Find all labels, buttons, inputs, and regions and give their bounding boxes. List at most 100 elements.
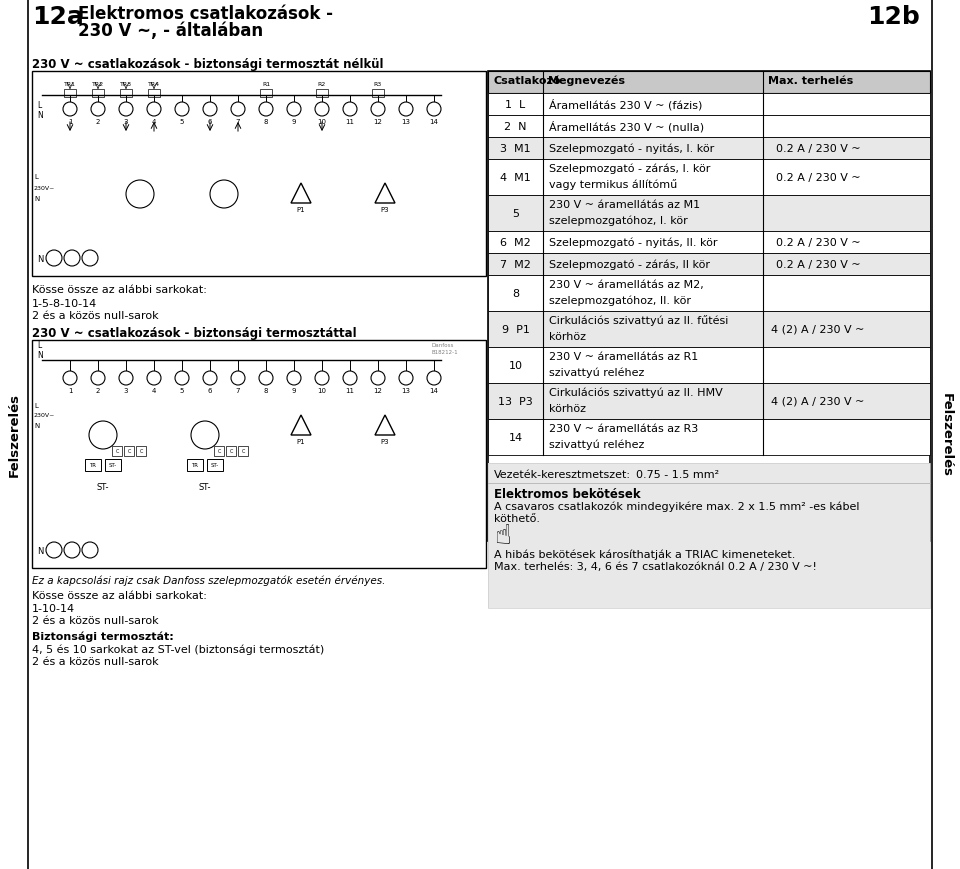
Bar [120, 90, 132, 98]
Text: Felszerelés: Felszerelés [8, 393, 20, 476]
Text: 0.2 A / 230 V ~: 0.2 A / 230 V ~ [776, 260, 860, 269]
Text: 230 V ~ áramellátás az R3: 230 V ~ áramellátás az R3 [549, 423, 698, 434]
Text: 13: 13 [401, 388, 411, 394]
Bar [488, 383, 930, 420]
Text: 230 V ~ áramellátás az M2,: 230 V ~ áramellátás az M2, [549, 280, 704, 289]
Bar [488, 196, 930, 232]
Text: 230 V ~ áramellátás az R1: 230 V ~ áramellátás az R1 [549, 352, 698, 362]
Circle shape [315, 103, 329, 116]
Text: L: L [37, 342, 41, 350]
Polygon shape [291, 183, 311, 203]
Text: 14: 14 [509, 433, 522, 442]
Text: P1: P1 [297, 439, 305, 444]
Circle shape [343, 103, 357, 116]
Text: Áramellátás 230 V ~ (fázis): Áramellátás 230 V ~ (fázis) [549, 99, 703, 110]
Bar [92, 90, 104, 98]
Text: 4  M1: 4 M1 [500, 173, 531, 182]
Text: ST-: ST- [199, 483, 211, 492]
Bar [32, 341, 486, 568]
Text: szelepmozgatóhoz, I. kör: szelepmozgatóhoz, I. kör [549, 216, 687, 226]
Text: 230 V ~, - általában: 230 V ~, - általában [78, 22, 263, 40]
Text: 7  M2: 7 M2 [500, 260, 531, 269]
Text: Cirkulációs szivattyú az II. HMV: Cirkulációs szivattyú az II. HMV [549, 388, 723, 398]
Text: C: C [217, 449, 221, 454]
Bar [112, 447, 122, 456]
Bar [488, 232, 930, 254]
Bar [488, 312, 930, 348]
Text: N: N [36, 546, 43, 555]
Text: 0.2 A / 230 V ~: 0.2 A / 230 V ~ [776, 238, 860, 248]
Text: Elektromos bekötések: Elektromos bekötések [494, 488, 640, 501]
Text: 2 és a közös null-sarok: 2 és a közös null-sarok [32, 656, 158, 667]
Bar [136, 447, 146, 456]
Text: Elektromos csatlakozások -: Elektromos csatlakozások - [78, 5, 333, 23]
Bar [0, 0, 28, 869]
Circle shape [259, 103, 273, 116]
Text: N: N [36, 255, 43, 263]
Text: 13: 13 [401, 119, 411, 125]
Text: 2: 2 [96, 388, 100, 394]
Text: Ez a kapcsolási rajz csak Danfoss szelepmozgatók esetén érvényes.: Ez a kapcsolási rajz csak Danfoss szelep… [32, 574, 385, 585]
Text: 5: 5 [180, 119, 184, 125]
Circle shape [82, 542, 98, 559]
Text: M: M [201, 427, 209, 436]
Circle shape [343, 372, 357, 386]
Text: ☝: ☝ [494, 521, 511, 549]
Text: ST-: ST- [108, 463, 117, 468]
Text: A hibás bekötések károsíthatják a TRIAC kimeneteket.: A hibás bekötések károsíthatják a TRIAC … [494, 549, 796, 560]
Text: Szelepmozgató - nyitás, I. kör: Szelepmozgató - nyitás, I. kör [549, 143, 714, 154]
Text: 1: 1 [68, 119, 72, 125]
Text: Cirkulációs szivattyú az II. fűtési: Cirkulációs szivattyú az II. fűtési [549, 315, 729, 326]
Text: 14: 14 [429, 119, 439, 125]
Text: 9: 9 [292, 388, 297, 394]
Text: R3: R3 [373, 82, 382, 87]
Text: 9: 9 [292, 119, 297, 125]
Text: 9  P1: 9 P1 [501, 325, 529, 335]
Text: 8: 8 [264, 119, 268, 125]
Circle shape [89, 421, 117, 449]
Text: 4 (2) A / 230 V ~: 4 (2) A / 230 V ~ [771, 325, 865, 335]
Text: P1: P1 [297, 207, 305, 213]
Circle shape [399, 103, 413, 116]
Text: 230V~: 230V~ [34, 413, 56, 418]
Circle shape [203, 103, 217, 116]
Circle shape [119, 103, 133, 116]
Text: 3: 3 [124, 388, 129, 394]
Bar [488, 254, 930, 275]
Text: Kösse össze az alábbi sarkokat:: Kösse össze az alábbi sarkokat: [32, 285, 206, 295]
Text: M: M [135, 186, 145, 196]
Bar [105, 460, 121, 472]
Circle shape [46, 542, 62, 559]
Text: L: L [37, 101, 41, 109]
Text: 6: 6 [207, 388, 212, 394]
Bar [488, 116, 930, 138]
Text: 11: 11 [346, 388, 354, 394]
Bar [32, 72, 486, 276]
Circle shape [126, 181, 154, 209]
Text: 2 és a közös null-sarok: 2 és a közös null-sarok [32, 615, 158, 626]
Text: Kösse össze az alábbi sarkokat:: Kösse össze az alábbi sarkokat: [32, 590, 206, 600]
Text: Felszerelés: Felszerelés [940, 393, 952, 476]
Circle shape [287, 103, 301, 116]
Circle shape [259, 372, 273, 386]
Circle shape [147, 103, 161, 116]
Text: R1: R1 [262, 82, 270, 87]
Text: 230 V ~ csatlakozások - biztonsági termosztát nélkül: 230 V ~ csatlakozások - biztonsági termo… [32, 58, 383, 71]
Text: 5: 5 [512, 209, 519, 219]
Circle shape [191, 421, 219, 449]
Text: TR1: TR1 [64, 82, 76, 87]
Text: 7: 7 [236, 119, 240, 125]
Text: Max. terhelés: 3, 4, 6 és 7 csatlakozóknál 0.2 A / 230 V ~!: Max. terhelés: 3, 4, 6 és 7 csatlakozókn… [494, 561, 817, 571]
Text: 6: 6 [207, 119, 212, 125]
Bar [148, 90, 160, 98]
Text: vagy termikus állítómű: vagy termikus állítómű [549, 179, 677, 190]
Bar [488, 72, 930, 541]
Circle shape [427, 103, 441, 116]
Bar [372, 90, 384, 98]
Text: C: C [229, 449, 232, 454]
Text: 8: 8 [512, 289, 519, 299]
Text: 1-5-8-10-14: 1-5-8-10-14 [32, 299, 97, 308]
Circle shape [91, 372, 105, 386]
Text: 5: 5 [180, 388, 184, 394]
Text: TR4: TR4 [148, 82, 160, 87]
